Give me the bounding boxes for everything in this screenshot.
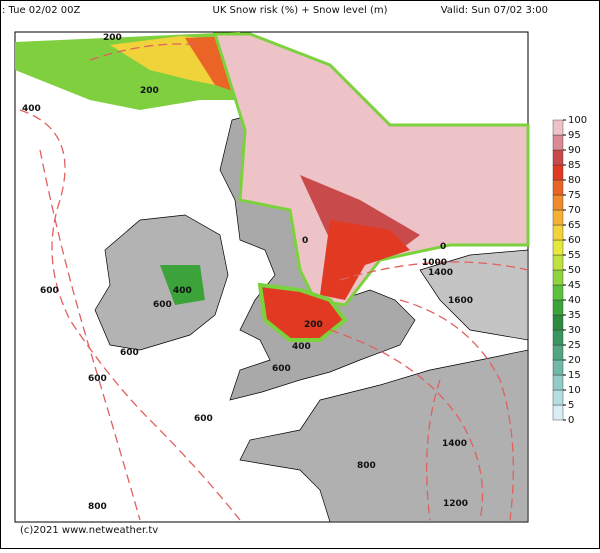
colorbar-swatch [552,179,564,196]
colorbar-swatch [552,134,564,151]
colorbar-label: 70 [568,205,581,216]
contours [19,43,529,521]
colorbar-swatch [552,404,564,421]
colorbar-swatch [552,329,564,346]
colorbar-label: 15 [568,370,581,381]
land-ireland [94,214,229,351]
contour-label: 600 [88,374,107,384]
colorbar-swatch [552,314,564,331]
contour-label: 1200 [443,499,468,509]
colorbar-swatch [552,284,564,301]
colorbar-label: 25 [568,340,581,351]
colorbar-label: 40 [568,295,581,306]
snow-wales [257,282,348,342]
contour-label: 200 [103,33,122,43]
map [14,31,530,523]
colorbar-label: 35 [568,310,581,321]
colorbar-label: 100 [568,115,587,126]
contour-label: 1000 [422,258,447,268]
contour-label: 600 [194,414,213,424]
colorbar-swatch [552,194,564,211]
colorbar-swatch [552,299,564,316]
colorbar-label: 0 [568,415,574,426]
contour-label: 400 [292,342,311,352]
title: UK Snow risk (%) + Snow level (m) [213,5,388,16]
colorbar: 0 5 10 15 20 25 30 35 40 45 50 55 60 65 70 75 80 85 90 95 10… [552,115,587,426]
colorbar-swatch [552,344,564,361]
land-continent [239,349,529,523]
contour-label: 600 [272,364,291,374]
contour-label: 200 [140,86,159,96]
contour-label: 1600 [448,296,473,306]
colorbar-label: 85 [568,160,581,171]
contour-label: 400 [173,286,192,296]
valid-time: Valid: Sun 07/02 3:00 [441,5,548,16]
colorbar-label: 90 [568,145,581,156]
copyright: (c)2021 www.netweather.tv [20,525,158,536]
contour-label: 400 [22,104,41,114]
colorbar-label: 65 [568,220,581,231]
colorbar-label: 80 [568,175,581,186]
colorbar-swatch [552,359,564,376]
colorbar-swatch [552,209,564,226]
colorbar-swatch [552,254,564,271]
contour-label: 800 [88,502,107,512]
colorbar-label: 5 [568,400,574,411]
contour-label: 1400 [428,268,453,278]
colorbar-swatch [552,164,564,181]
colorbar-label: 45 [568,280,581,291]
colorbar-label: 95 [568,130,581,141]
contour-label: 200 [304,320,323,330]
colorbar-swatch [552,269,564,286]
colorbar-label: 10 [568,385,581,396]
colorbar-swatch [552,119,564,136]
colorbar-label: 55 [568,250,581,261]
colorbar-label: 20 [568,355,581,366]
snow-red [320,220,410,300]
colorbar-swatch [552,239,564,256]
contour-label: 0 [302,236,308,246]
colorbar-label: 75 [568,190,581,201]
colorbar-label: 30 [568,325,581,336]
contour-label: 600 [40,286,59,296]
contour-label: 600 [120,348,139,358]
contour-label: 800 [357,461,376,471]
contour-label: 600 [153,300,172,310]
colorbar-label: 50 [568,265,581,276]
contour-label: 0 [440,242,446,252]
colorbar-label: 60 [568,235,581,246]
colorbar-swatch [552,224,564,241]
colorbar-swatch [552,149,564,166]
run-time: : Tue 02/02 00Z [2,5,81,16]
land-scandinavia [419,249,529,341]
contour-label: 1400 [442,439,467,449]
colorbar-swatch [552,374,564,391]
colorbar-swatch [552,389,564,406]
snow-ireland [160,265,205,305]
